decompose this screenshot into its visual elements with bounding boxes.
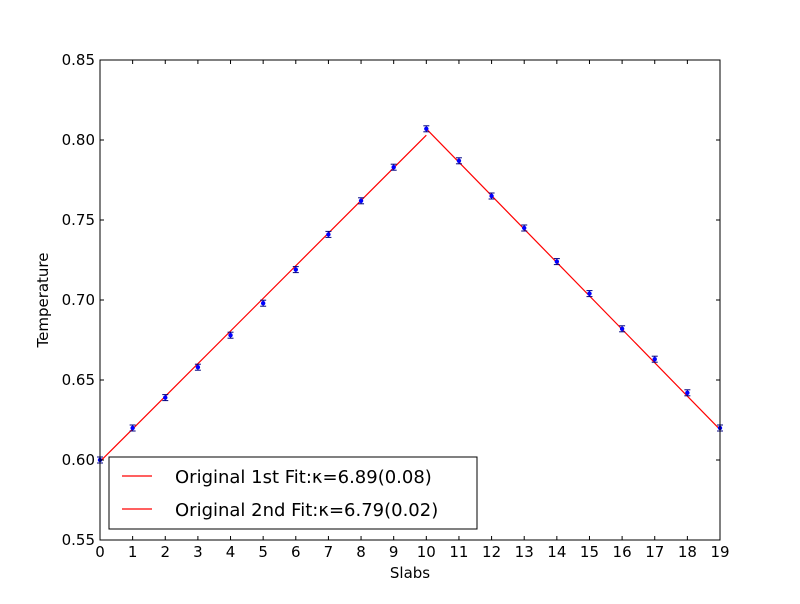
data-point [587,291,592,296]
x-tick-label: 17 [645,543,664,561]
x-tick-label: 6 [291,543,301,561]
x-axis-ticks: 0 1 2 3 4 5 6 7 8 9 10 11 12 13 14 15 16 17 18 19 [95,60,730,561]
x-tick-label: 15 [580,543,599,561]
fit-lines [99,128,721,463]
x-tick-label: 7 [324,543,334,561]
data-point [522,225,527,231]
y-axis-ticks: 0.55 0.60 0.65 0.70 0.75 0.80 0.85 [62,51,720,549]
data-point [358,198,364,203]
x-tick-label: 10 [417,543,436,561]
y-tick-label: 0.80 [62,131,95,149]
data-point [554,259,560,264]
legend-label-1: Original 1st Fit:κ=6.89(0.08) [175,467,432,488]
data-point [652,357,657,362]
data-point [391,165,396,170]
x-tick-label: 12 [482,543,501,561]
x-tick-label: 2 [160,543,170,561]
data-point [228,333,233,338]
data-point [685,390,690,395]
y-tick-label: 0.60 [62,451,95,469]
x-tick-label: 13 [515,543,534,561]
x-tick-label: 8 [356,543,366,561]
x-tick-label: 4 [226,543,236,561]
y-tick-label: 0.65 [62,371,95,389]
y-axis-label: Temperature [34,252,52,348]
data-point [619,326,625,331]
data-point [326,232,331,237]
x-tick-label: 0 [95,543,105,561]
x-tick-label: 18 [678,543,697,561]
x-tick-label: 14 [547,543,566,561]
y-tick-label: 0.70 [62,291,95,309]
data-point [456,158,462,163]
x-tick-label: 16 [613,543,632,561]
data-point [260,301,266,306]
x-tick-label: 11 [449,543,468,561]
x-tick-label: 5 [258,543,268,561]
x-tick-label: 3 [193,543,203,561]
data-point [293,267,298,272]
data-point [424,126,429,131]
data-point [489,193,494,199]
legend-label-2: Original 2nd Fit:κ=6.79(0.02) [175,500,438,521]
fit-line-1 [99,134,427,463]
x-tick-label: 19 [710,543,729,561]
y-tick-label: 0.85 [62,51,95,69]
legend-box [108,456,478,530]
x-tick-label: 1 [128,543,138,561]
data-points [97,125,723,464]
data-point [130,425,135,431]
x-axis-label: Slabs [390,564,430,582]
data-point [163,395,168,400]
legend: Original 1st Fit:κ=6.89(0.08) Original 2… [108,456,478,530]
fit-line-2 [425,128,721,431]
y-tick-label: 0.55 [62,531,95,549]
data-point [195,365,201,370]
y-tick-label: 0.75 [62,211,95,229]
x-tick-label: 9 [389,543,399,561]
